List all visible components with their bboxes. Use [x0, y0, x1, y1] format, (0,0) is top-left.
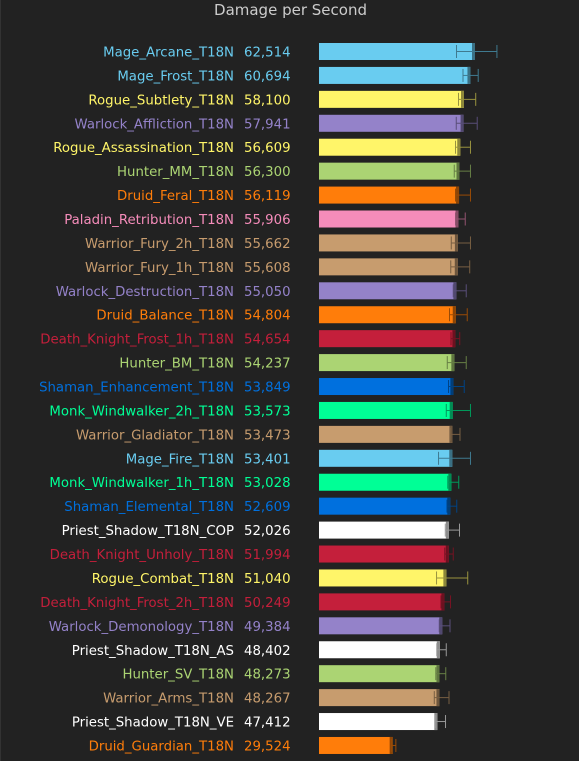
bar — [319, 641, 440, 659]
bar-category-label: Death_Knight_Frost_2h_T18N — [40, 596, 234, 611]
bar-value-label: 55,608 — [244, 261, 291, 276]
bar — [319, 66, 471, 84]
bar-category-label: Shaman_Elemental_T18N — [64, 500, 234, 515]
bar-category-label: Mage_Fire_T18N — [126, 452, 234, 467]
bar — [319, 545, 449, 563]
bar-category-label: Monk_Windwalker_1h_T18N — [49, 476, 234, 491]
bar-category-label: Hunter_BM_T18N — [119, 357, 234, 372]
bar-category-label: Hunter_SV_T18N — [122, 668, 234, 683]
bar-category-label: Druid_Feral_T18N — [117, 189, 234, 204]
bar-category-label: Warlock_Demonology_T18N — [49, 620, 234, 635]
bar — [319, 617, 443, 635]
bar-value-label: 51,040 — [244, 572, 291, 587]
bar — [319, 713, 438, 731]
bar-category-label: Priest_Shadow_T18N_AS — [72, 644, 234, 659]
bar-value-label: 49,384 — [244, 620, 291, 635]
bar — [319, 90, 464, 108]
bar-value-label: 52,026 — [244, 524, 291, 539]
bar-category-label: Warrior_Gladiator_T18N — [76, 428, 234, 443]
bar-category-label: Mage_Frost_T18N — [117, 69, 234, 84]
bar — [319, 43, 475, 60]
bar-category-label: Rogue_Assassination_T18N — [53, 141, 234, 156]
bar — [319, 354, 455, 372]
bar-value-label: 55,906 — [244, 213, 291, 228]
bar — [319, 210, 459, 228]
bar-category-label: Priest_Shadow_T18N_COP — [62, 524, 234, 539]
bar — [319, 473, 452, 491]
bar-value-label: 53,028 — [244, 476, 291, 491]
bar-category-label: Warrior_Fury_1h_T18N — [85, 261, 234, 276]
bar-category-label: Paladin_Retribution_T18N — [64, 213, 234, 228]
bar — [319, 114, 464, 132]
bar-category-label: Mage_Arcane_T18N — [103, 46, 234, 61]
bar-value-label: 53,473 — [244, 428, 291, 443]
bar — [319, 521, 449, 539]
bar-value-label: 56,609 — [244, 141, 291, 156]
bar-value-label: 53,401 — [244, 452, 291, 467]
bar-value-label: 29,524 — [244, 739, 291, 754]
bar — [319, 736, 393, 754]
bar-category-label: Death_Knight_Frost_1h_T18N — [40, 333, 234, 348]
bar-category-label: Monk_Windwalker_2h_T18N — [49, 404, 234, 419]
bar-value-label: 48,267 — [244, 692, 291, 707]
bar-category-label: Shaman_Enhancement_T18N — [39, 381, 234, 396]
bar-value-label: 57,941 — [244, 117, 291, 132]
bar — [319, 330, 456, 348]
bar-category-label: Death_Knight_Unholy_T18N — [50, 548, 234, 563]
bar — [319, 234, 458, 252]
bar-value-label: 54,654 — [244, 333, 291, 348]
bar-category-label: Druid_Guardian_T18N — [89, 739, 234, 754]
bar-value-label: 56,119 — [244, 189, 291, 204]
bar-category-label: Warrior_Arms_T18N — [103, 692, 234, 707]
bar — [319, 282, 457, 300]
bar — [319, 162, 460, 180]
bar-value-label: 52,609 — [244, 500, 291, 515]
bar — [319, 449, 453, 467]
bar-category-label: Rogue_Combat_T18N — [92, 572, 234, 587]
bar-category-label: Hunter_MM_T18N — [117, 165, 234, 180]
bar — [319, 665, 440, 683]
bar-value-label: 55,662 — [244, 237, 291, 252]
chart-title: Damage per Second — [214, 1, 367, 19]
bar-value-label: 60,694 — [244, 69, 291, 84]
bar-value-label: 53,573 — [244, 404, 291, 419]
bar — [319, 569, 447, 587]
bar-category-label: Warrior_Fury_2h_T18N — [85, 237, 234, 252]
bar — [319, 138, 461, 156]
bar-value-label: 58,100 — [244, 93, 291, 108]
bar — [319, 186, 460, 204]
bar — [319, 401, 453, 419]
bar — [319, 378, 454, 396]
bar-value-label: 56,300 — [244, 165, 291, 180]
bar — [319, 689, 440, 707]
bar — [319, 306, 456, 324]
bar-value-label: 54,237 — [244, 357, 291, 372]
bar-value-label: 50,249 — [244, 596, 291, 611]
bar — [319, 593, 445, 611]
bar — [319, 497, 451, 515]
bar — [319, 425, 453, 443]
bar-category-label: Druid_Balance_T18N — [96, 309, 234, 324]
bar-category-label: Priest_Shadow_T18N_VE — [72, 716, 234, 731]
bar-value-label: 54,804 — [244, 309, 291, 324]
bar-value-label: 51,994 — [244, 548, 291, 563]
bar-category-label: Warlock_Destruction_T18N — [56, 285, 234, 300]
bar — [319, 258, 458, 276]
bar-value-label: 62,514 — [244, 46, 291, 61]
bar-value-label: 47,412 — [244, 716, 291, 731]
bar-category-label: Rogue_Subtlety_T18N — [88, 93, 234, 108]
bar-category-label: Warlock_Affliction_T18N — [75, 117, 234, 132]
bar-value-label: 48,402 — [244, 644, 291, 659]
bar-value-label: 53,849 — [244, 381, 291, 396]
bar-value-label: 48,273 — [244, 668, 291, 683]
bar-value-label: 55,050 — [244, 285, 291, 300]
